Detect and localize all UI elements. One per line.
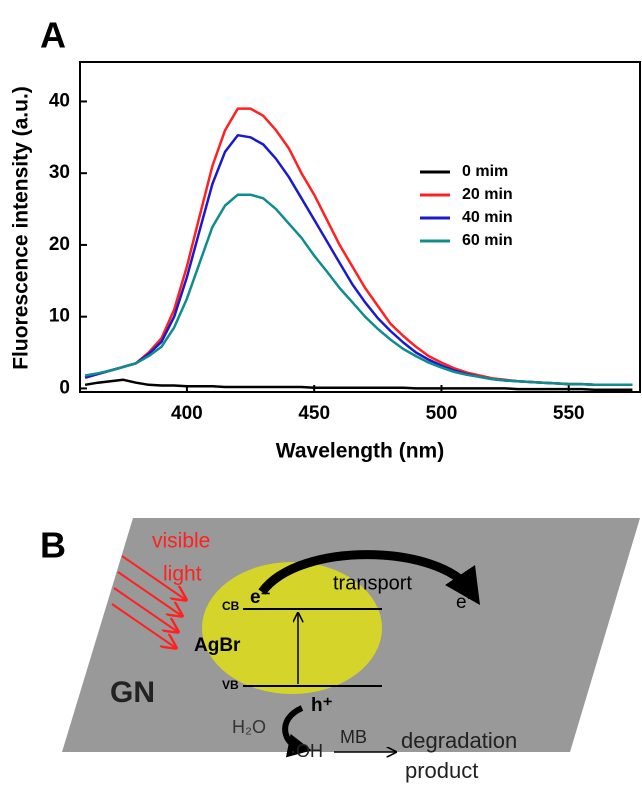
hole-arrow (282, 705, 312, 758)
material-label: AgBr (194, 635, 241, 656)
radical-label: ·OH (290, 741, 323, 761)
x-tick-label: 450 (298, 403, 330, 424)
x-tick-label: 500 (426, 403, 458, 424)
x-tick-label: 400 (171, 403, 203, 424)
x-axis-label: Wavelength (nm) (276, 440, 444, 463)
y-tick-label: 40 (49, 90, 70, 111)
result-label: product (405, 758, 478, 783)
hole-label: h⁺ (311, 695, 333, 716)
light-ray (113, 587, 178, 632)
agbr-particle (202, 562, 382, 694)
chart: A Wavelength (nm) Fluorescence intensity… (10, 15, 641, 463)
result-label: degradation (401, 728, 517, 753)
electron-label: e⁻ (250, 587, 271, 608)
series-line (84, 133, 633, 387)
plot-frame (79, 61, 641, 393)
electron-label: e⁻ (456, 592, 477, 613)
vb-label: VB (222, 678, 239, 692)
transport-label: transport (333, 572, 412, 594)
light-ray (121, 555, 186, 600)
legend-label: 0 mim (462, 163, 508, 180)
substrate-label: GN (110, 676, 155, 709)
light-ray (111, 603, 176, 648)
light-label: visible (152, 530, 210, 553)
panel-label: B (40, 525, 66, 566)
legend-label: 20 min (462, 186, 513, 203)
legend-label: 60 min (462, 232, 513, 249)
series-line (84, 193, 633, 387)
y-tick-label: 30 (49, 162, 70, 183)
series-line (84, 378, 633, 392)
diagram: B visible light AgBr GN CB VB e⁻ transpo… (40, 518, 640, 783)
y-tick-label: 20 (49, 234, 70, 255)
legend-label: 40 min (462, 209, 513, 226)
y-axis-label: Fluorescence intensity (a.u.) (10, 86, 33, 370)
light-label: light (163, 563, 202, 586)
transport-arrow (258, 550, 481, 605)
dye-label: MB (340, 727, 367, 747)
x-tick-label: 550 (553, 403, 585, 424)
light-ray (117, 571, 182, 616)
y-tick-label: 0 (59, 377, 70, 398)
y-tick-label: 10 (49, 306, 70, 327)
series-line (84, 107, 633, 387)
water-label: H₂O (232, 717, 266, 737)
panel-label: A (40, 15, 66, 56)
cb-label: CB (222, 599, 240, 613)
